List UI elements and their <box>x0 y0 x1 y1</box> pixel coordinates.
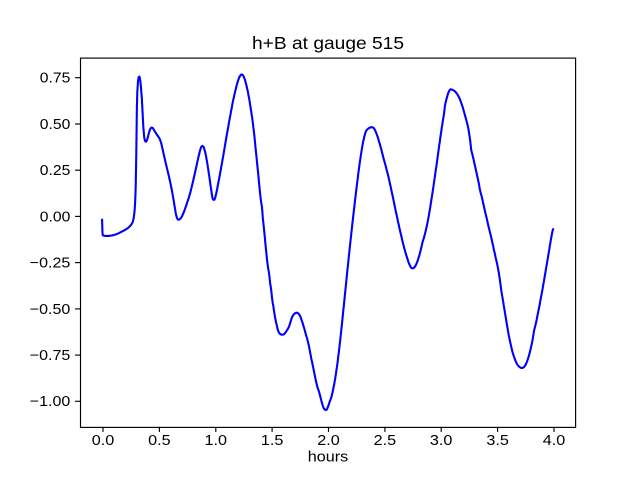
svg-text:2.5: 2.5 <box>374 433 397 449</box>
svg-text:0.50: 0.50 <box>40 117 71 133</box>
svg-text:0.00: 0.00 <box>40 209 71 225</box>
svg-text:h+B at gauge 515: h+B at gauge 515 <box>252 33 404 53</box>
svg-text:0.5: 0.5 <box>148 433 171 449</box>
svg-text:0.0: 0.0 <box>92 433 115 449</box>
svg-text:−1.00: −1.00 <box>30 394 71 410</box>
svg-text:4.0: 4.0 <box>543 433 566 449</box>
svg-text:2.0: 2.0 <box>317 433 340 449</box>
svg-text:3.0: 3.0 <box>430 433 453 449</box>
svg-text:−0.25: −0.25 <box>30 256 71 272</box>
svg-text:0.75: 0.75 <box>40 71 71 87</box>
svg-text:−0.50: −0.50 <box>30 302 71 318</box>
svg-text:0.25: 0.25 <box>40 163 71 179</box>
svg-text:1.5: 1.5 <box>261 433 284 449</box>
svg-text:−0.75: −0.75 <box>30 348 71 364</box>
svg-text:1.0: 1.0 <box>205 433 228 449</box>
svg-text:3.5: 3.5 <box>486 433 509 449</box>
svg-text:hours: hours <box>308 450 349 466</box>
